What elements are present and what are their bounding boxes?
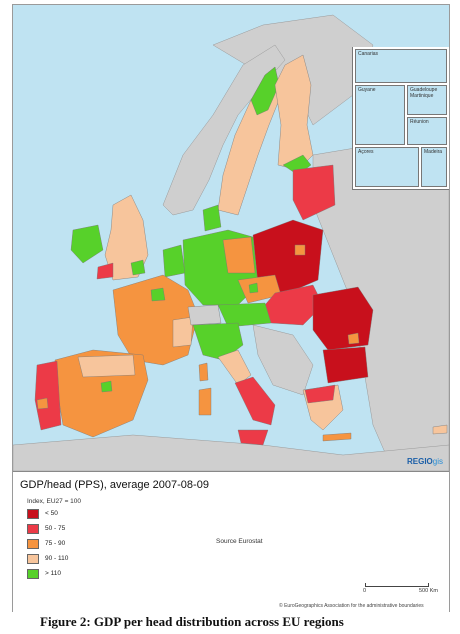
inset-madeira: Madeira (421, 147, 447, 187)
legend-label: 50 - 75 (45, 525, 66, 532)
region-lisbon (36, 397, 49, 410)
europe-map (13, 14, 449, 471)
region-paris (150, 287, 166, 302)
inset-canarias: Canarias (355, 49, 447, 83)
region-rhone-alpes (172, 316, 194, 348)
legend-item: 75 - 90 (27, 538, 65, 549)
legend-title: GDP/head (PPS), average 2007-08-09 (20, 479, 209, 491)
region-austria (217, 302, 272, 328)
overseas-insets: Canarias Guyane Guadeloupe Martinique Ré… (352, 47, 449, 190)
inset-guadeloupe-martinique: Guadeloupe Martinique (407, 85, 447, 115)
region-romania (312, 286, 374, 351)
inset-reunion: Réunion (407, 117, 447, 145)
region-bulgaria (322, 346, 369, 384)
region-central-italy (217, 349, 252, 386)
region-cornwall (96, 262, 114, 280)
region-south-italy (234, 376, 276, 426)
legend-item: < 50 (27, 508, 58, 519)
region-north-greece (304, 384, 336, 404)
inset-reunion-label: Réunion (410, 119, 429, 125)
inset-madeira-label: Madeira (424, 149, 443, 155)
scale-bar: 0 500 Km (363, 583, 438, 597)
region-bucharest (347, 332, 360, 345)
legend-label: 90 - 110 (45, 555, 69, 562)
figure-caption: Figure 2: GDP per head distribution acro… (40, 614, 344, 629)
inset-guyane-label: Guyane (358, 87, 376, 93)
inset-canarias-label: Canarias (358, 51, 379, 57)
legend-label: 75 - 90 (45, 540, 66, 547)
copyright-note: © EuroGeographics Association for the ad… (279, 603, 424, 609)
region-cyprus (432, 424, 448, 435)
region-sardinia (198, 387, 212, 416)
region-eastern-germany (222, 236, 256, 274)
region-denmark (202, 204, 222, 232)
legend-swatch (27, 523, 39, 534)
legend-subtitle: Index, EU27 = 100 (27, 498, 82, 505)
region-madrid (100, 380, 113, 393)
scale-bar-line (365, 583, 429, 587)
legend-swatch (27, 538, 39, 549)
legend-item: > 110 (27, 568, 61, 579)
region-crete (322, 432, 352, 442)
region-corsica (198, 362, 209, 382)
source-note: Source Eurostat (216, 538, 263, 545)
legend-panel: GDP/head (PPS), average 2007-08-09 Index… (13, 471, 449, 612)
legend-swatch (27, 568, 39, 579)
region-ireland (70, 224, 104, 264)
regiogis-logo: REGIOgis (407, 457, 443, 466)
region-north-spain (77, 354, 136, 378)
legend-swatch (27, 553, 39, 564)
legend-item: 50 - 75 (27, 523, 65, 534)
region-portugal (34, 360, 62, 431)
scale-max-label: 500 Km (419, 588, 438, 594)
regio-brand-main: REGIO (406, 457, 433, 466)
map-area: Canarias Guyane Guadeloupe Martinique Ré… (13, 5, 449, 471)
inset-acores: Açores (355, 147, 419, 187)
region-warsaw (294, 244, 306, 256)
region-baltics (292, 164, 336, 221)
legend-swatch (27, 508, 39, 519)
region-uk (104, 194, 149, 281)
legend-item: 90 - 110 (27, 553, 68, 564)
inset-guyane: Guyane (355, 85, 405, 145)
region-switzerland (187, 304, 222, 326)
inset-guadeloupe-martinique-label: Guadeloupe Martinique (410, 87, 438, 99)
non-eu-land-balkans (252, 324, 314, 396)
legend-label: < 50 (45, 510, 58, 517)
region-benelux (162, 244, 186, 278)
non-eu-land-south (13, 434, 449, 471)
inset-acores-label: Açores (358, 149, 374, 155)
legend-label: > 110 (45, 570, 61, 577)
region-london (130, 259, 146, 276)
regio-brand-suffix: gis (432, 457, 443, 466)
region-prague (248, 282, 259, 294)
map-frame: Canarias Guyane Guadeloupe Martinique Ré… (12, 4, 450, 612)
region-sicily (237, 429, 269, 446)
scale-zero-label: 0 (363, 588, 367, 594)
